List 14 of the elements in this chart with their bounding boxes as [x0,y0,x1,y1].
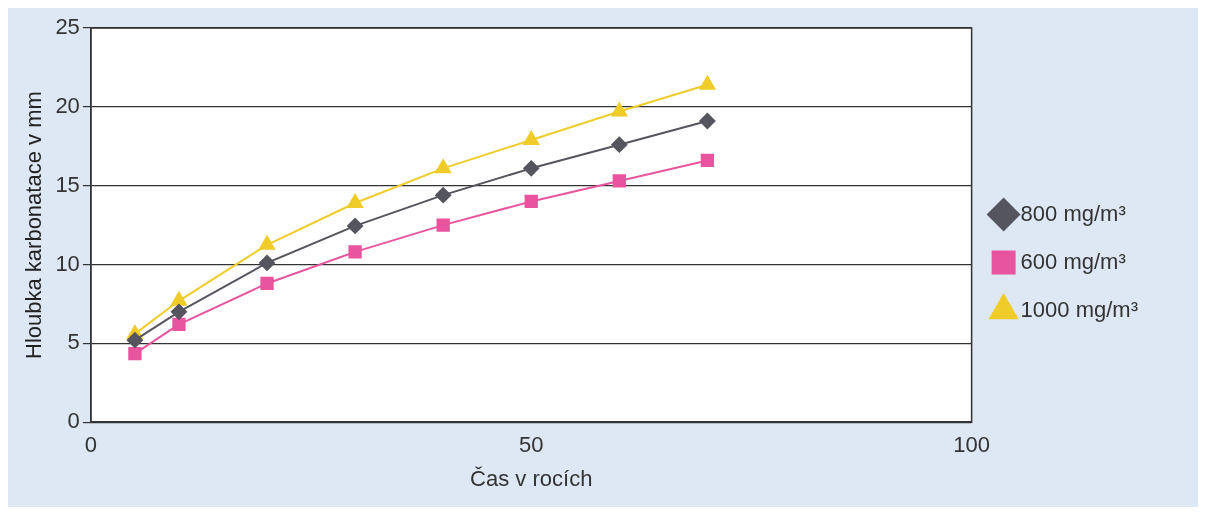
legend-label: 1000 mg/m³ [1020,296,1139,322]
y-tick-label: 20 [55,92,80,118]
x-tick-label: 0 [84,432,97,458]
y-tick-label: 0 [67,408,80,434]
x-axis-title: Čas v rocích [470,465,593,491]
legend-label: 600 mg/m³ [1020,248,1126,274]
x-tick-label: 50 [519,432,544,458]
y-axis-title: Hloubka karbonatace v mm [21,91,47,359]
x-tick-label: 100 [953,432,990,458]
y-tick-label: 10 [55,250,80,276]
y-tick-label: 15 [55,171,80,197]
legend-label: 800 mg/m³ [1020,200,1126,226]
y-tick-label: 5 [67,329,80,355]
y-tick-label: 25 [55,14,80,40]
